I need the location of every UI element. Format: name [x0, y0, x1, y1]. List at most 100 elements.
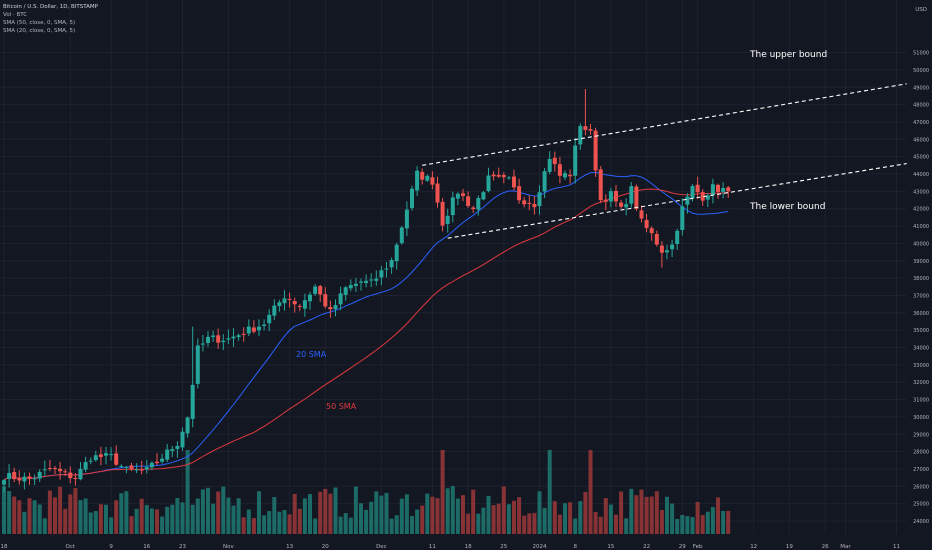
candle-body-74 — [379, 270, 384, 278]
candle-body-47 — [241, 333, 246, 335]
volume-bar-126 — [644, 496, 649, 534]
candle-body-26 — [134, 469, 139, 471]
volume-bar-88 — [450, 486, 455, 534]
volume-bar-4 — [22, 511, 27, 534]
price-tick-26: 50000 — [913, 68, 929, 74]
volume-bar-79 — [404, 494, 409, 534]
volume-bar-85 — [435, 498, 440, 534]
candle-body-55 — [282, 298, 287, 304]
candle-body-136 — [695, 184, 700, 193]
volume-bar-69 — [353, 486, 358, 534]
volume-bar-131 — [670, 503, 675, 534]
candle-body-87 — [445, 215, 450, 224]
volume-bar-110 — [563, 503, 567, 534]
candle-body-22 — [114, 453, 119, 465]
chart-grid — [0, 0, 906, 534]
price-tick-18: 42000 — [913, 207, 929, 213]
volume-bar-78 — [399, 498, 404, 534]
candle-body-133 — [680, 206, 685, 230]
candle-body-102 — [522, 200, 527, 205]
volume-bar-133 — [680, 514, 685, 534]
volume-bar-130 — [665, 496, 669, 534]
candle-body-97 — [496, 174, 501, 177]
volume-bar-142 — [726, 510, 731, 534]
time-tick-14: 15 — [607, 544, 614, 550]
price-tick-20: 44000 — [913, 172, 929, 178]
volume-bar-0 — [2, 486, 6, 534]
volume-bar-33 — [170, 504, 175, 534]
candle-body-96 — [491, 174, 496, 177]
volume-bar-47 — [241, 517, 246, 534]
candle-body-21 — [109, 454, 114, 456]
legend-sma50: SMA (50, close, 0, SMA, 5) — [3, 20, 76, 26]
candle-body-127 — [649, 228, 654, 234]
candle-body-121 — [619, 202, 624, 207]
time-tick-6: 13 — [286, 544, 293, 550]
volume-bar-13 — [68, 494, 73, 534]
candle-body-3 — [17, 478, 22, 481]
price-tick-1: 25000 — [913, 502, 929, 508]
volume-bar-56 — [287, 514, 292, 534]
time-tick-19: 19 — [786, 544, 793, 550]
candle-body-59 — [302, 300, 307, 309]
volume-bar-97 — [496, 503, 501, 534]
volume-bar-121 — [619, 491, 624, 534]
candle-body-7 — [37, 471, 42, 479]
candle-body-84 — [430, 177, 435, 185]
price-axis-label: USD — [915, 7, 927, 13]
volume-bar-45 — [231, 505, 236, 534]
candle-body-78 — [399, 227, 404, 244]
price-tick-27: 51000 — [913, 51, 929, 57]
time-tick-2: 9 — [109, 544, 113, 550]
volume-bar-140 — [716, 497, 720, 534]
candle-body-123 — [629, 186, 634, 204]
price-tick-15: 39000 — [913, 259, 929, 265]
volume-bar-82 — [420, 505, 425, 534]
volume-bar-141 — [721, 510, 726, 534]
candle-body-63 — [323, 294, 328, 307]
volume-bar-18 — [93, 511, 98, 534]
time-tick-16: 29 — [679, 544, 686, 550]
volume-bar-75 — [384, 492, 389, 534]
candle-body-24 — [124, 467, 129, 469]
volume-bar-117 — [598, 516, 603, 534]
volume-bar-16 — [83, 498, 88, 534]
candle-body-19 — [98, 454, 103, 458]
volume-bar-2 — [12, 496, 17, 534]
volume-bar-91 — [466, 513, 471, 534]
volume-bar-102 — [522, 515, 527, 534]
candle-body-37 — [190, 384, 195, 419]
candle-body-52 — [267, 314, 272, 324]
candle-body-57 — [292, 301, 297, 305]
sma50-line — [3, 188, 729, 481]
candle-body-16 — [83, 462, 88, 470]
candle-body-67 — [343, 287, 348, 295]
volume-bar-30 — [155, 509, 159, 534]
candle-body-106 — [542, 171, 547, 192]
candle-body-44 — [226, 338, 231, 340]
candle-body-141 — [721, 187, 726, 192]
volume-bar-87 — [445, 488, 450, 534]
candle-body-120 — [614, 190, 618, 202]
candle-body-35 — [180, 431, 185, 448]
volume-bar-94 — [481, 507, 486, 534]
volume-bar-125 — [639, 489, 644, 534]
price-axis[interactable]: 24000 25000 26000 27000 28000 29000 30000 31000… — [913, 7, 929, 525]
volume-bar-67 — [343, 513, 348, 534]
candle-body-18 — [93, 455, 98, 461]
candle-body-91 — [466, 196, 471, 207]
candle-body-65 — [333, 305, 338, 310]
candle-body-76 — [389, 259, 394, 268]
time-tick-17: Feb — [693, 544, 703, 550]
candle-body-58 — [297, 305, 302, 308]
volume-bar-90 — [461, 495, 465, 534]
time-tick-0: 18 — [1, 544, 8, 550]
volume-bar-12 — [63, 508, 68, 534]
price-tick-4: 28000 — [913, 450, 929, 456]
volume-bar-66 — [338, 516, 343, 534]
volume-bar-20 — [104, 504, 108, 534]
volume-bar-135 — [690, 517, 695, 534]
time-tick-10: 18 — [465, 544, 472, 550]
time-axis[interactable]: 18 Oct 9 16 23 Nov 13 20 Dec 11 18 25 2024 8 15 22 29 Feb… — [0, 534, 932, 550]
